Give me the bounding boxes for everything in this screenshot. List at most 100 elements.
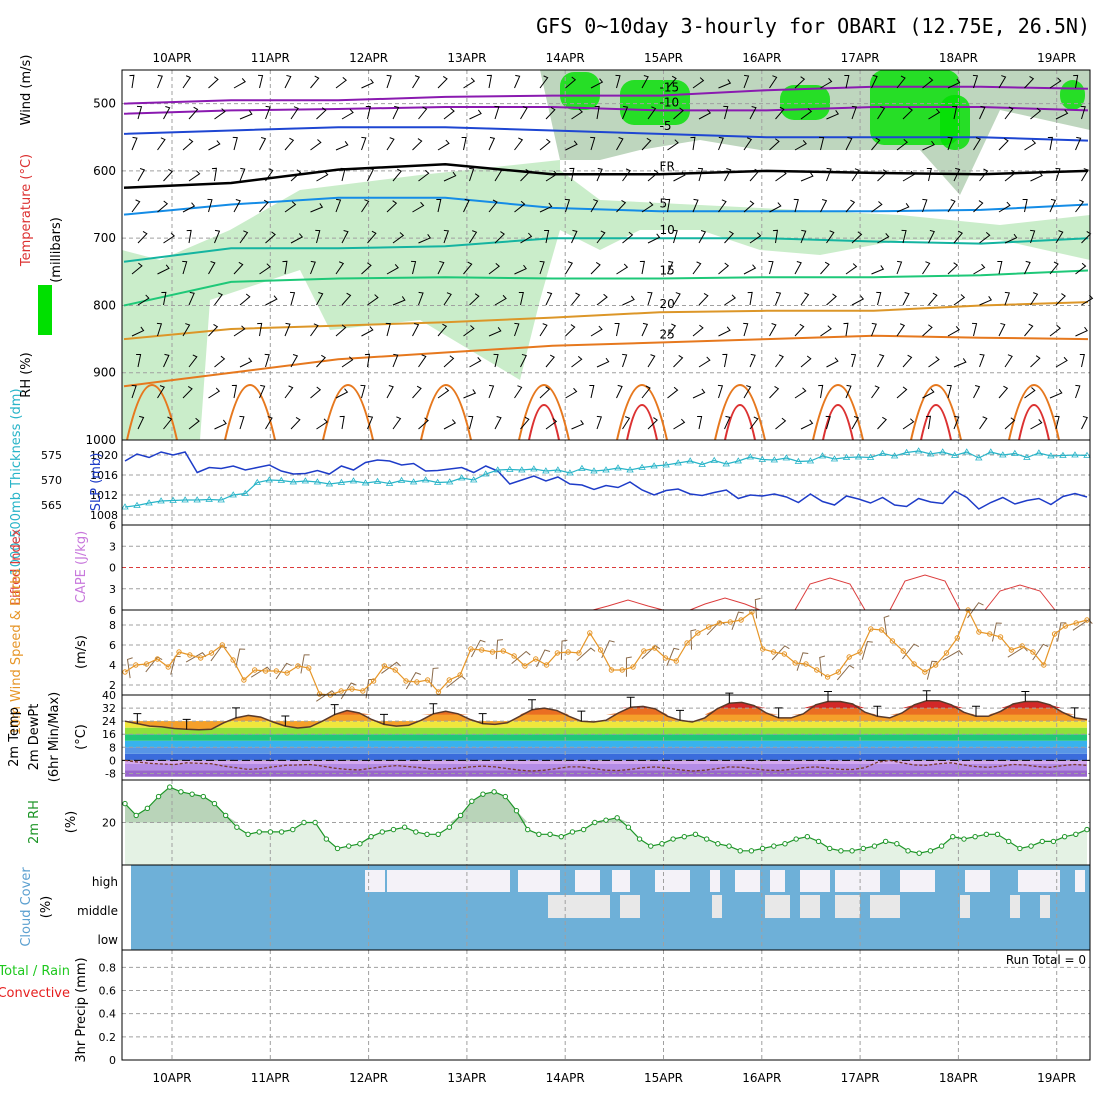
- stability-ytick: 3: [109, 583, 116, 596]
- wind-barb: [131, 262, 143, 275]
- rh2m-point: [167, 784, 173, 790]
- thickness-point: [626, 466, 634, 473]
- wind-barb: [667, 75, 677, 89]
- wind10m-point: [868, 626, 874, 632]
- wind-barb: [157, 264, 170, 275]
- wind-barb: [539, 386, 551, 399]
- temp2m-ytick: 0: [109, 754, 116, 767]
- wind10m-barb: [405, 672, 421, 690]
- wind-barb: [265, 295, 278, 306]
- wind-barb: [340, 167, 346, 182]
- rh2m-point: [469, 798, 475, 804]
- wind10m-unit: (m/s): [74, 635, 89, 669]
- wind-barb: [494, 294, 507, 306]
- rh2m-point: [614, 815, 620, 821]
- wind-barb: [672, 229, 678, 244]
- wind-barb: [386, 264, 399, 275]
- temp2m-minmax-bar: [182, 718, 191, 730]
- wind-barb: [1075, 136, 1082, 151]
- thickness-point: [385, 479, 394, 486]
- wind-barb: [871, 201, 883, 213]
- wind-barb: [724, 294, 736, 306]
- wind-barb: [775, 170, 787, 182]
- rh2m-point: [737, 848, 743, 854]
- wind-barb: [973, 200, 984, 213]
- wind-barb: [594, 105, 600, 120]
- rh2m-point: [703, 836, 710, 842]
- wind-barb: [718, 326, 731, 337]
- upper-air-ytick: 600: [93, 164, 116, 178]
- wind10m-barb: [601, 640, 615, 659]
- wind-barb: [443, 292, 452, 306]
- thickness-point: [157, 497, 165, 504]
- wind-barb: [412, 385, 422, 399]
- wind-barb: [647, 169, 659, 182]
- wind-barb: [233, 325, 246, 337]
- wind-barb: [1080, 105, 1086, 120]
- wind-barb: [469, 293, 480, 306]
- thickness-ytick: 575: [41, 449, 62, 462]
- wind-barb: [418, 233, 432, 244]
- wind10m-point: [252, 667, 258, 673]
- cloud-cover-high-gap: [365, 870, 385, 892]
- wind-barb: [468, 415, 474, 430]
- wind10m-point: [219, 642, 225, 648]
- wind-barb: [290, 416, 301, 430]
- temp-band: [125, 734, 1087, 741]
- wind-barb: [469, 109, 482, 120]
- wind-barb: [622, 168, 631, 182]
- wind-barb: [392, 232, 405, 244]
- wind-barb: [310, 260, 316, 275]
- rh2m-point: [368, 833, 374, 840]
- slp-ytick: 1012: [90, 489, 118, 502]
- wind-barb: [692, 261, 702, 275]
- wind-barb: [1022, 198, 1028, 213]
- cloud-cover-high-gap: [835, 870, 880, 892]
- wind-barb: [1055, 293, 1066, 306]
- wind-barb: [973, 137, 981, 151]
- rh2m-point: [804, 833, 811, 840]
- wind10m-barb: [771, 645, 790, 661]
- thickness-point: [433, 478, 442, 485]
- wind10m-barb: [883, 615, 890, 637]
- wind10m-point: [165, 664, 171, 670]
- top-date-label: 19APR: [1037, 51, 1076, 65]
- thickness-point: [963, 448, 971, 455]
- wind10m-point: [673, 658, 679, 664]
- wind-barb: [896, 323, 906, 337]
- wind-barb: [488, 326, 502, 337]
- wind10m-point: [738, 617, 744, 623]
- wind10m-barb: [861, 641, 873, 660]
- wind10m-point: [922, 669, 928, 675]
- wind-barb: [233, 78, 246, 89]
- wind10m-point: [943, 650, 950, 656]
- wind10m-point: [760, 646, 766, 652]
- wind-barb: [131, 199, 141, 213]
- wind10m-barb: [836, 664, 855, 681]
- wind-barb: [590, 199, 599, 213]
- cloud-cover-middle-gap: [1040, 895, 1050, 918]
- wind-barb: [520, 353, 527, 368]
- wind-barb: [851, 168, 860, 182]
- precip-ytick: 0.6: [99, 985, 117, 998]
- wind-barb: [437, 76, 448, 89]
- wind-barb: [979, 105, 986, 120]
- wind10m-barb: [430, 667, 439, 688]
- wind-barb: [1055, 356, 1068, 368]
- rh2m-point: [1017, 845, 1023, 852]
- cloud-cover-middle-gap: [765, 895, 790, 918]
- wind-barb: [997, 260, 1003, 275]
- wind-barb: [1055, 230, 1064, 244]
- surface-heat-contour: [224, 384, 276, 441]
- wind-barb: [743, 385, 752, 399]
- wind-barb: [972, 322, 978, 337]
- wind-barb: [207, 198, 213, 213]
- cloud-cover-middle-gap: [835, 895, 860, 918]
- wind-barb: [896, 260, 903, 275]
- rh2m-point: [592, 819, 598, 826]
- stability-ytick: 6: [109, 604, 116, 617]
- cloud-cover-high-gap: [612, 870, 630, 892]
- wind-barb: [494, 231, 505, 244]
- wind-barb: [647, 106, 657, 120]
